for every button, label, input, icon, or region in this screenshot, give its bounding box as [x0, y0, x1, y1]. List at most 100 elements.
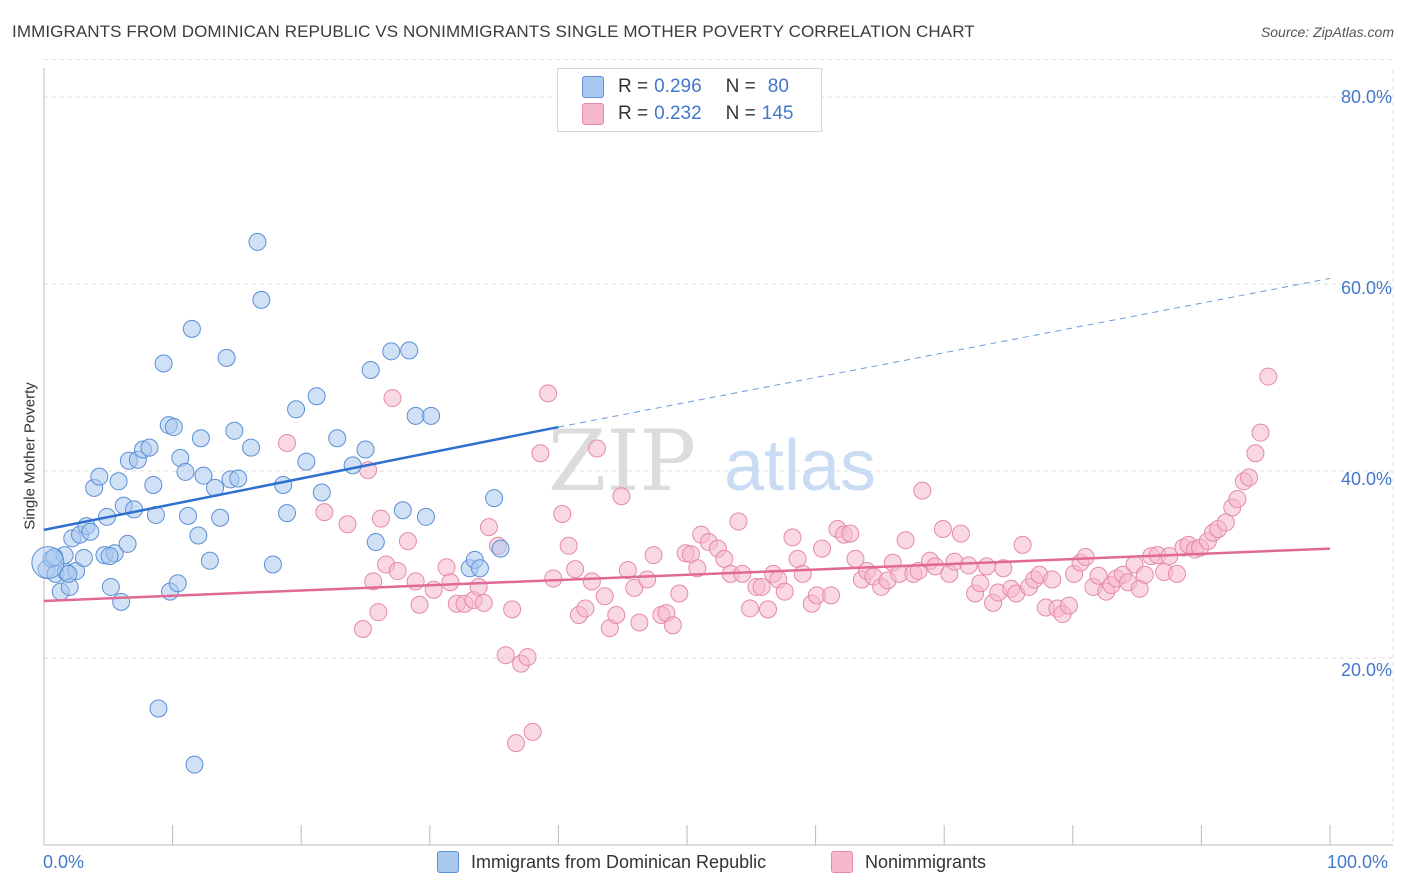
- immigrant-point: [168, 574, 187, 593]
- y-tick-label-60: 60.0%: [1340, 278, 1392, 298]
- nonimmigrant-point: [822, 586, 841, 605]
- nonimmigrant-point: [1076, 548, 1095, 567]
- immigrant-point: [90, 467, 109, 486]
- nonimmigrant-point: [1239, 468, 1258, 487]
- immigrant-point: [164, 418, 183, 437]
- legend-row-blue: R = 0.296 N = 80: [582, 75, 789, 99]
- nonimmigrant-point: [638, 570, 657, 589]
- immigrant-point: [118, 534, 137, 553]
- nonimmigrant-point: [933, 519, 952, 538]
- nonimmigrant-point: [1135, 565, 1154, 584]
- nonimmigrant-point: [670, 584, 689, 603]
- nonimmigrant-point: [278, 433, 297, 452]
- legend-r-value: 0.296: [654, 76, 702, 97]
- nonimmigrant-point: [1259, 367, 1278, 386]
- immigrants-trend-line: [43, 425, 559, 532]
- nonimmigrant-point: [909, 562, 928, 581]
- nonimmigrant-point: [926, 557, 945, 576]
- immigrant-point: [182, 319, 201, 338]
- immigrant-point: [393, 501, 412, 520]
- source-label: Source: ZipAtlas.com: [1260, 24, 1394, 40]
- nonimmigrant-point: [566, 560, 585, 579]
- nonimmigrant-point: [369, 603, 388, 622]
- nonimmigrant-point: [559, 536, 578, 555]
- y-tick-label-80: 80.0%: [1340, 87, 1392, 107]
- legend-swatch-pink: [582, 103, 604, 125]
- immigrant-point: [406, 406, 425, 425]
- nonimmigrant-point: [388, 562, 407, 581]
- immigrant-point: [287, 400, 306, 419]
- nonimmigrant-point: [398, 532, 417, 551]
- immigrant-point: [485, 489, 504, 508]
- nonimmigrant-point: [383, 389, 402, 408]
- immigrant-point: [185, 755, 204, 774]
- immigrant-point: [225, 421, 244, 440]
- nonimmigrant-point: [715, 549, 734, 568]
- nonimmigrant-point: [1228, 490, 1247, 509]
- nonimmigrant-point: [371, 509, 390, 528]
- nonimmigrant-point: [539, 384, 558, 403]
- immigrant-point: [278, 504, 297, 523]
- nonimmigrants-trend-line: [43, 547, 1331, 603]
- immigrant-point: [217, 348, 236, 367]
- nonimmigrant-point: [959, 556, 978, 575]
- legend-n-label: N =: [725, 103, 756, 124]
- nonimmigrant-point: [729, 512, 748, 531]
- immigrant-point: [101, 577, 120, 596]
- immigrant-point: [470, 559, 489, 578]
- nonimmigrant-point: [518, 648, 537, 667]
- immigrant-point: [125, 500, 144, 519]
- immigrant-point: [416, 507, 435, 526]
- nonimmigrant-point: [951, 524, 970, 543]
- nonimmigrant-point: [1089, 566, 1108, 585]
- nonimmigrant-point: [788, 549, 807, 568]
- nonimmigrant-point: [841, 524, 860, 543]
- immigrant-point: [112, 592, 131, 611]
- nonimmigrant-point: [469, 577, 488, 596]
- immigrant-point: [140, 438, 159, 457]
- nonimmigrant-point: [503, 600, 522, 619]
- nonimmigrant-point: [618, 561, 637, 580]
- legend-row-pink: R = 0.232 N = 145: [582, 102, 793, 126]
- nonimmigrant-point: [663, 616, 682, 635]
- nonimmigrant-point: [496, 646, 515, 665]
- immigrant-point: [400, 341, 419, 360]
- legend-r-value: 0.232: [654, 103, 702, 124]
- nonimmigrant-point: [783, 528, 802, 547]
- series-legend-label: Immigrants from Dominican Republic: [471, 851, 767, 872]
- watermark-atlas: atlas: [724, 426, 876, 506]
- series-legend-swatch-blue: [437, 851, 459, 873]
- nonimmigrant-point: [688, 559, 707, 578]
- immigrant-point: [109, 472, 128, 491]
- immigrant-point: [356, 440, 375, 459]
- immigrants-points: [31, 232, 510, 774]
- nonimmigrant-point: [1246, 444, 1265, 463]
- nonimmigrant-point: [531, 444, 550, 463]
- nonimmigrant-point: [741, 599, 760, 618]
- immigrant-point: [274, 476, 293, 495]
- nonimmigrant-point: [913, 481, 932, 500]
- series-legend-item-immigrants: Immigrants from Dominican Republic: [437, 851, 766, 873]
- immigrant-point: [248, 232, 267, 251]
- nonimmigrant-point: [994, 559, 1013, 578]
- immigrant-point: [382, 342, 401, 361]
- nonimmigrant-point: [576, 599, 595, 618]
- chart-title: IMMIGRANTS FROM DOMINICAN REPUBLIC VS NO…: [12, 22, 975, 41]
- legend-n-value: 80: [767, 76, 789, 97]
- y-tick-label-20: 20.0%: [1340, 660, 1392, 680]
- nonimmigrant-point: [971, 574, 990, 593]
- nonimmigrant-point: [587, 439, 606, 458]
- nonimmigrant-point: [315, 503, 334, 522]
- immigrants-trend-extension: [558, 277, 1331, 428]
- series-legend-item-nonimmigrants: Nonimmigrants: [831, 851, 986, 873]
- nonimmigrant-point: [644, 546, 663, 565]
- immigrant-point: [144, 476, 163, 495]
- immigrant-point: [179, 506, 198, 525]
- watermark: ZIP atlas: [548, 412, 876, 510]
- immigrant-point: [191, 429, 210, 448]
- nonimmigrant-point: [582, 572, 601, 591]
- immigrant-point: [263, 555, 282, 574]
- legend-swatch-blue: [582, 76, 604, 98]
- nonimmigrant-point: [977, 557, 996, 576]
- immigrant-point: [242, 438, 261, 457]
